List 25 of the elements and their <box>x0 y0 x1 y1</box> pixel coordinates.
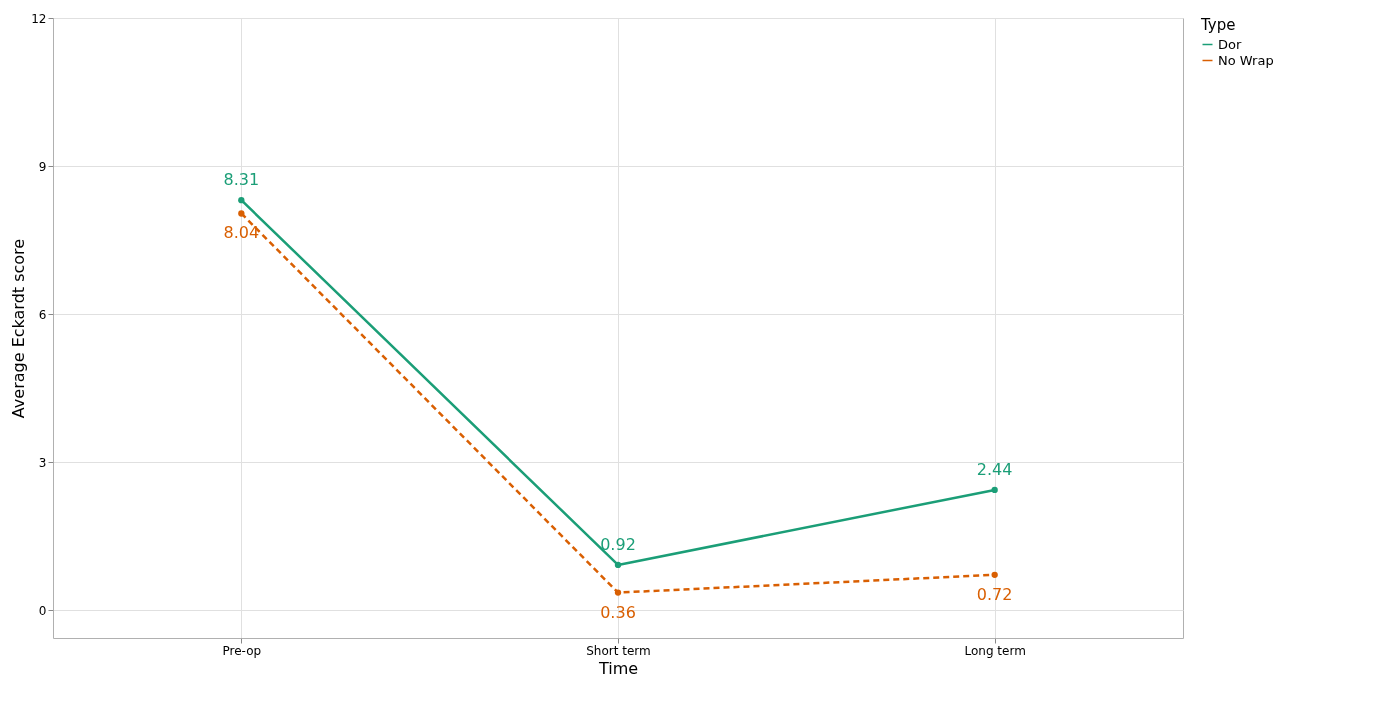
data-label: 0.92 <box>600 534 636 554</box>
y-tick-label: 12 <box>31 11 47 26</box>
y-tick-label: 6 <box>38 307 47 322</box>
x-axis-title: Time <box>597 658 639 678</box>
legend-title: Type <box>1200 16 1236 34</box>
point <box>238 210 245 217</box>
point <box>991 486 998 494</box>
data-label: 0.72 <box>976 584 1013 604</box>
point <box>991 571 998 578</box>
data-label: 8.04 <box>223 223 260 243</box>
y-axis-title: Average Eckardt score <box>9 238 29 419</box>
point <box>238 196 245 204</box>
y-tick-label: 0 <box>38 603 47 618</box>
data-label: 8.31 <box>223 170 260 190</box>
y-tick-label: 9 <box>38 159 47 174</box>
x-tick-label: Long term <box>964 643 1026 658</box>
legend-label: Dor <box>1218 36 1242 52</box>
y-tick-label: 3 <box>38 455 47 470</box>
point <box>614 561 622 569</box>
x-tick-label: Pre-op <box>222 643 262 658</box>
point <box>614 589 622 596</box>
x-tick-label: Short term <box>586 643 651 658</box>
legend-label: No Wrap <box>1218 52 1274 68</box>
data-label: 2.44 <box>976 459 1013 479</box>
data-label: 0.36 <box>600 602 636 622</box>
